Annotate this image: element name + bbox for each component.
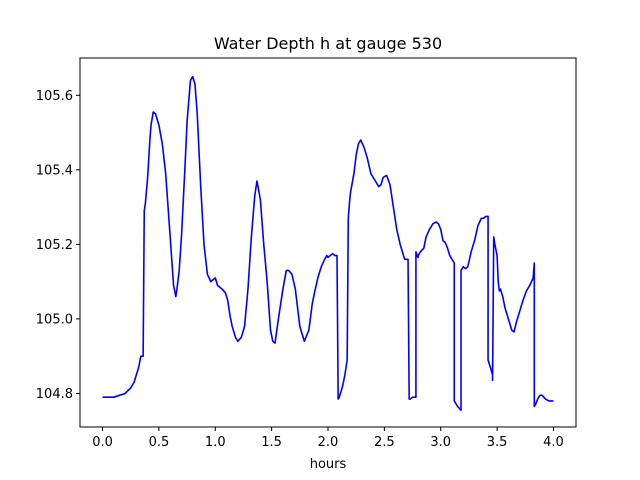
x-tick-label: 1.5 — [261, 435, 282, 450]
y-tick-label: 105.4 — [36, 163, 73, 178]
x-axis: 0.0 0.5 1.0 1.5 2.0 2.5 3.0 3.5 4.0 — [92, 427, 564, 450]
y-axis: 104.8 105.0 105.2 105.4 105.6 — [36, 89, 80, 402]
x-tick-label: 3.0 — [430, 435, 451, 450]
y-tick-label: 105.0 — [36, 312, 73, 327]
x-tick-label: 1.0 — [205, 435, 226, 450]
x-tick-label: 0.0 — [92, 435, 113, 450]
x-tick-label: 2.5 — [374, 435, 395, 450]
x-tick-label: 2.0 — [318, 435, 339, 450]
x-tick-label: 4.0 — [543, 435, 564, 450]
chart-title: Water Depth h at gauge 530 — [214, 34, 442, 53]
series-layer — [102, 75, 554, 412]
x-axis-label: hours — [310, 457, 347, 472]
x-tick-label: 3.5 — [487, 435, 508, 450]
y-tick-label: 105.2 — [36, 238, 73, 253]
series-line-0 — [102, 75, 554, 412]
plot-area: 0.0 0.5 1.0 1.5 2.0 2.5 3.0 3.5 4.0 104.8105.010… — [36, 57, 577, 450]
y-tick-label: 105.6 — [36, 89, 73, 104]
y-tick-label: 104.8 — [36, 387, 73, 402]
x-tick-label: 0.5 — [149, 435, 170, 450]
